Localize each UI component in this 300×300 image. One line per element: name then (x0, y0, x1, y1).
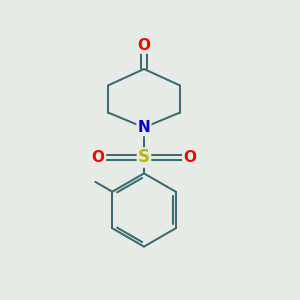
Text: O: O (137, 38, 151, 52)
Text: O: O (183, 150, 196, 165)
Text: S: S (138, 148, 150, 166)
Text: N: N (138, 120, 150, 135)
Text: O: O (92, 150, 105, 165)
